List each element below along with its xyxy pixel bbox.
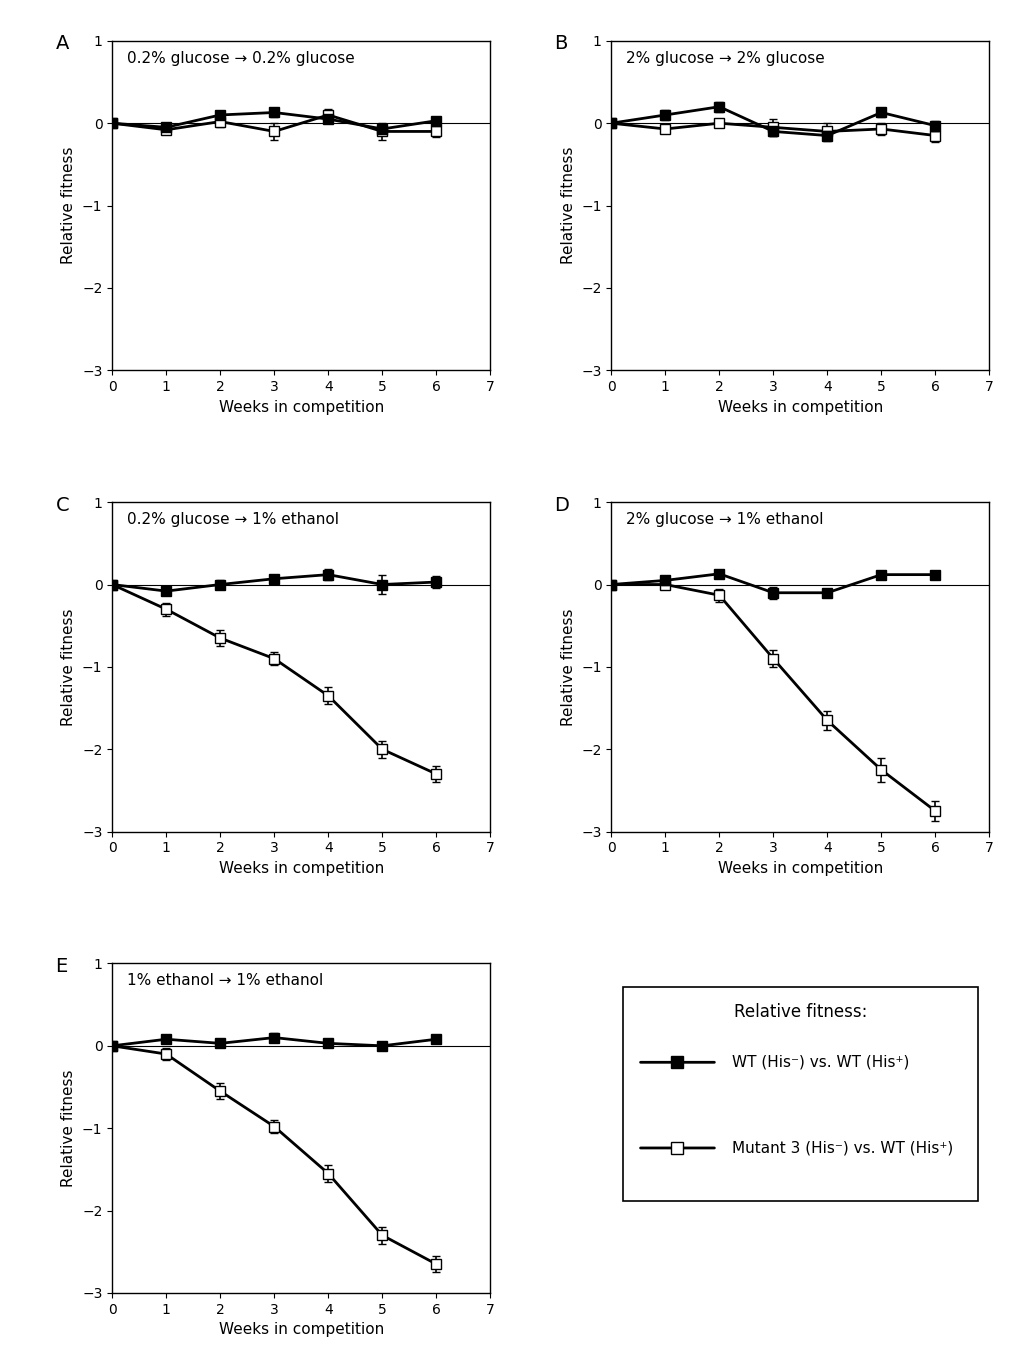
Text: C: C — [55, 495, 69, 514]
Y-axis label: Relative fitness: Relative fitness — [61, 1070, 76, 1187]
Y-axis label: Relative fitness: Relative fitness — [560, 608, 575, 725]
Text: 0.2% glucose → 0.2% glucose: 0.2% glucose → 0.2% glucose — [127, 50, 355, 65]
Text: WT (His⁻) vs. WT (His⁺): WT (His⁻) vs. WT (His⁺) — [732, 1055, 909, 1070]
Text: Relative fitness:: Relative fitness: — [733, 1003, 866, 1021]
X-axis label: Weeks in competition: Weeks in competition — [218, 400, 383, 415]
X-axis label: Weeks in competition: Weeks in competition — [218, 862, 383, 876]
Bar — [622, 987, 977, 1200]
Text: 1% ethanol → 1% ethanol: 1% ethanol → 1% ethanol — [127, 973, 323, 988]
Y-axis label: Relative fitness: Relative fitness — [560, 147, 575, 264]
Y-axis label: Relative fitness: Relative fitness — [61, 147, 76, 264]
Text: 0.2% glucose → 1% ethanol: 0.2% glucose → 1% ethanol — [127, 512, 339, 527]
Text: E: E — [55, 957, 67, 976]
Y-axis label: Relative fitness: Relative fitness — [61, 608, 76, 725]
Text: 2% glucose → 1% ethanol: 2% glucose → 1% ethanol — [626, 512, 823, 527]
Text: B: B — [554, 34, 568, 53]
Text: 2% glucose → 2% glucose: 2% glucose → 2% glucose — [626, 50, 824, 65]
Text: Mutant 3 (His⁻) vs. WT (His⁺): Mutant 3 (His⁻) vs. WT (His⁺) — [732, 1141, 953, 1155]
Text: D: D — [554, 495, 569, 514]
X-axis label: Weeks in competition: Weeks in competition — [717, 400, 882, 415]
X-axis label: Weeks in competition: Weeks in competition — [717, 862, 882, 876]
X-axis label: Weeks in competition: Weeks in competition — [218, 1323, 383, 1338]
Text: A: A — [55, 34, 69, 53]
